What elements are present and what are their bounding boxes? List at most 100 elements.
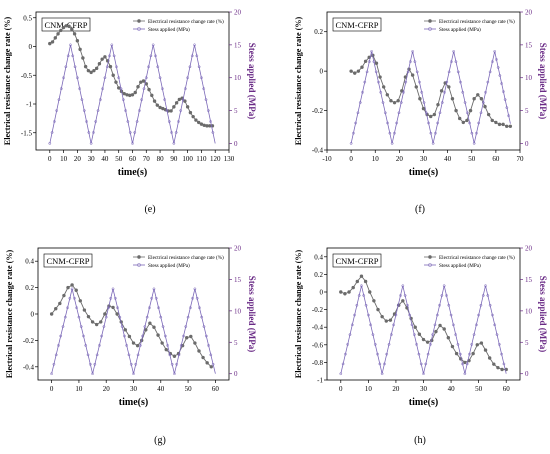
resistance-point [418,97,422,101]
y-tick-label: -0.5 [21,72,33,80]
resistance-point [454,108,458,113]
stress-point [200,76,203,80]
stress-point [341,362,345,366]
stress-point [144,76,148,80]
stress-point [411,50,414,53]
stress-point [150,296,154,300]
x-axis-label: time(s) [409,397,438,408]
x-tick-label: 20 [392,385,400,393]
x-tick-label: 0 [50,385,54,393]
resistance-series-line [340,275,507,370]
stress-point [357,294,361,297]
stress-point [193,287,197,291]
stress-point [380,372,384,376]
stress-point [54,353,58,357]
stress-point [495,58,498,61]
stress-point [168,353,172,357]
stress-point [62,76,65,80]
y-tick-label: -0.8 [312,359,324,367]
resistance-point [117,86,121,90]
y2-tick-label: 15 [234,41,242,49]
stress-point [197,65,201,69]
y-tick-label: 0.2 [314,28,323,36]
stress-point [113,296,117,300]
stress-point [381,101,385,104]
resistance-point [161,106,165,111]
y2-axis-label: Stess applied (MPa) [538,276,548,353]
stress-point [105,65,109,69]
x-tick-label: 40 [101,155,109,163]
y2-tick-label: 10 [525,307,533,315]
stress-point [362,294,366,297]
x-tick-label: 60 [503,385,511,393]
stress-point [429,131,433,135]
y-tick-label: 0 [29,43,33,51]
stress-point [181,98,185,101]
resistance-point [479,341,484,345]
resistance-point [483,348,488,352]
stress-point [463,372,467,376]
y-tick-label: -0.2 [312,107,324,115]
stress-point [151,43,155,47]
x-tick-label: 30 [420,385,428,393]
stress-point [350,323,354,327]
stress-point [131,142,134,145]
stress-point [115,65,118,69]
stress-series-line [49,44,216,144]
stress-point [165,109,169,112]
stress-point [209,120,212,123]
stress-point [399,101,403,104]
stress-point [93,362,97,366]
resistance-point [136,85,140,89]
resistance-point [497,122,502,127]
stress-point [124,109,127,112]
resistance-point [425,340,430,344]
sample-label-box [332,253,382,268]
stress-point [184,325,188,328]
stress-point [481,294,485,297]
resistance-point [487,356,492,360]
resistance-point [360,65,364,69]
x-tick-label: -10 [322,155,332,163]
stress-point [389,333,393,336]
sample-label-box [43,253,93,268]
stress-point [211,131,215,134]
stress-point [378,362,382,366]
resistance-point [75,39,80,43]
stress-point [348,333,352,336]
x-tick-label: 20 [74,155,82,163]
stress-point [108,54,111,58]
stress-point [75,306,79,310]
y-tick-label: -1 [26,101,32,109]
resistance-point [508,124,513,129]
stress-point [505,106,509,110]
resistance-point [194,118,198,122]
stress-point [452,323,455,327]
stress-point [479,111,483,115]
stress-point [445,80,449,84]
stress-point [123,334,126,338]
y-tick-label: 0.5 [23,14,32,22]
legend-entry: Electrical resistance change rate (%) [439,18,515,25]
stress-point [413,60,417,64]
resistance-point [461,120,466,125]
stress-point [98,344,101,347]
stress-point [158,76,162,80]
stress-point [183,87,187,91]
resistance-point [471,351,475,356]
stress-point [57,344,60,347]
stress-point [53,120,56,123]
stress-point [491,313,494,317]
stress-point [433,323,437,327]
sample-label: CNM-CFRP [336,256,379,266]
y2-tick-label: 20 [525,245,533,253]
resistance-point [103,55,107,59]
stress-point [179,109,183,112]
resistance-point [486,112,491,117]
stress-point [59,87,63,91]
stress-point [371,333,375,336]
y-tick-label: -0.2 [312,306,324,314]
x-tick-label: 0 [349,155,353,163]
resistance-point [209,365,213,369]
stress-point [370,50,373,53]
